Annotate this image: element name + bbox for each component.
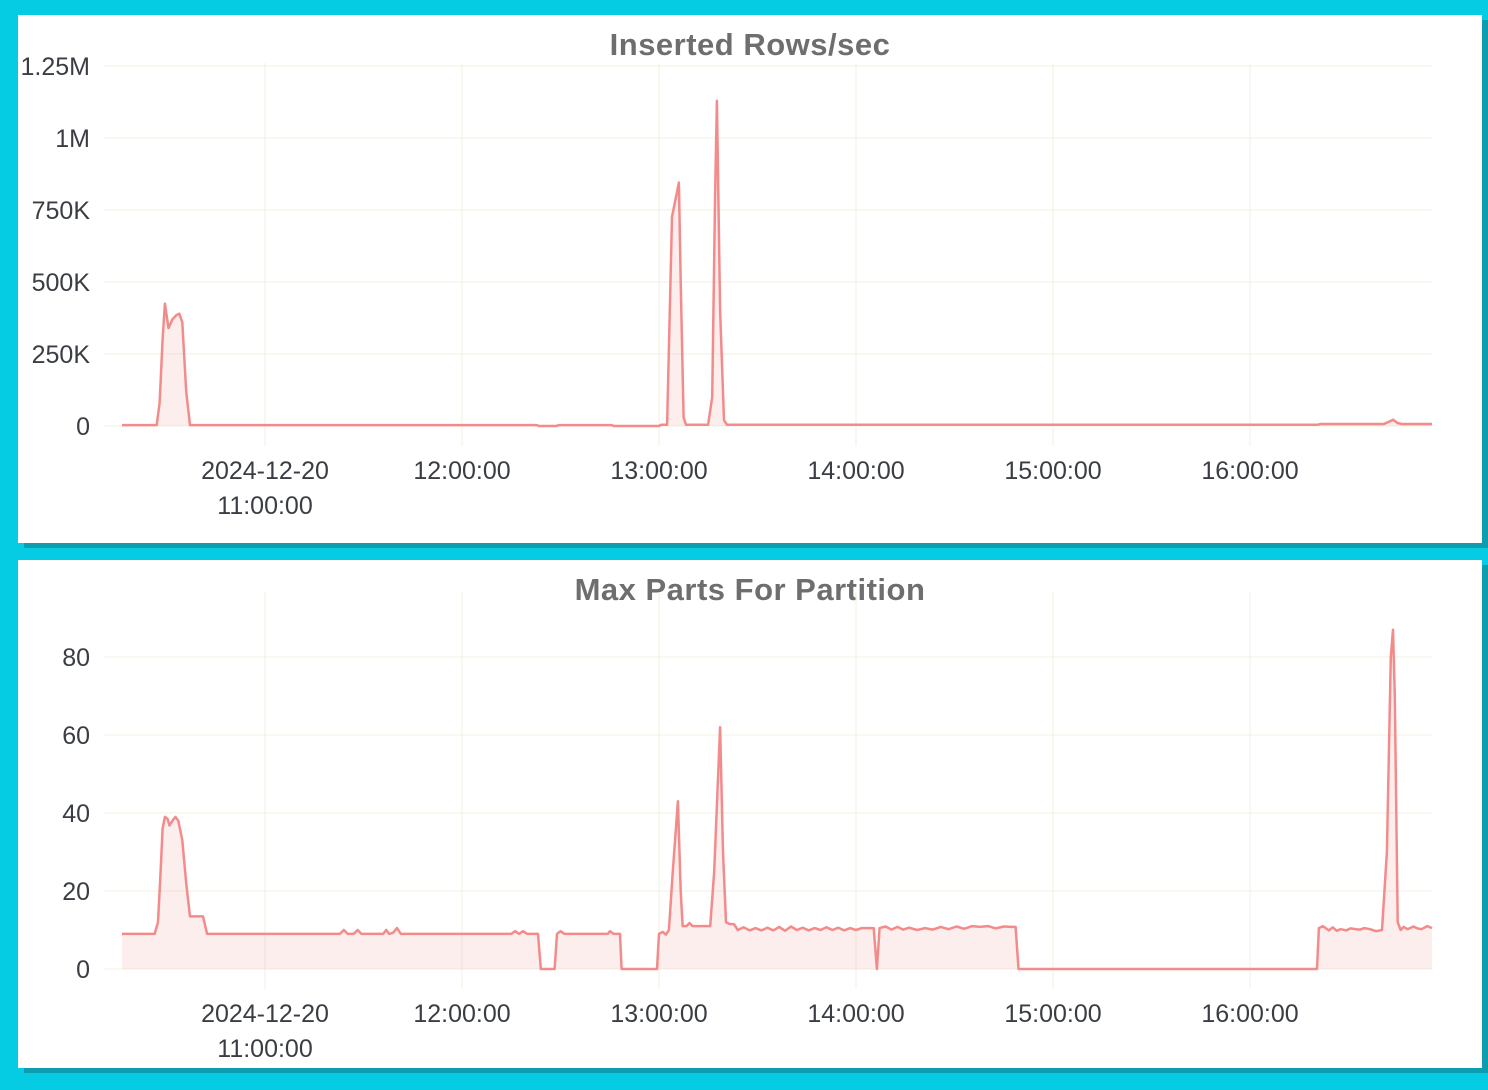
x-tick-label: 11:00:00 (217, 1035, 312, 1063)
x-tick-label: 15:00:00 (1004, 457, 1101, 485)
y-tick-label: 0 (76, 413, 90, 441)
series-area (122, 100, 1432, 427)
x-tick-label: 15:00:00 (1004, 1000, 1101, 1028)
x-tick-label: 2024-12-20 (201, 457, 329, 485)
y-tick-label: 500K (32, 269, 91, 297)
y-tick-label: 20 (62, 878, 90, 906)
inserted-rows-panel: Inserted Rows/sec 2024-12-20 11:00:00 12:0… (18, 15, 1482, 543)
max-parts-chart-title: Max Parts For Partition (574, 572, 926, 607)
y-tick-label: 250K (32, 341, 91, 369)
y-tick-label: 1M (55, 125, 90, 153)
series-area (122, 629, 1432, 969)
x-tick-label: 12:00:00 (413, 457, 510, 485)
max-parts-chart: 2024-12-20 11:00:00 12:00:00 13:00:00 14:00:… (62, 592, 1433, 1063)
x-tick-label: 13:00:00 (610, 1000, 707, 1028)
y-tick-label: 40 (62, 800, 90, 828)
y-tick-label: 750K (32, 197, 91, 225)
inserted-rows-chart-title: Inserted Rows/sec (609, 27, 891, 62)
y-tick-label: 80 (62, 644, 90, 672)
x-tick-label: 14:00:00 (807, 457, 904, 485)
x-tick-label: 2024-12-20 (201, 1000, 329, 1028)
max-parts-panel: Max Parts For Partition 2024-12-20 11:00:… (18, 560, 1482, 1068)
series-line (122, 628, 1433, 971)
series-line (122, 99, 1432, 428)
x-tick-label: 14:00:00 (807, 1000, 904, 1028)
y-tick-label: 60 (62, 722, 90, 750)
y-tick-label: 1.25M (21, 53, 90, 81)
x-tick-label: 12:00:00 (413, 1000, 510, 1028)
y-tick-label: 0 (76, 956, 90, 984)
x-tick-label: 13:00:00 (610, 457, 707, 485)
x-tick-label: 16:00:00 (1201, 457, 1298, 485)
x-tick-label: 11:00:00 (217, 492, 312, 520)
x-tick-label: 16:00:00 (1201, 1000, 1298, 1028)
inserted-rows-chart: 2024-12-20 11:00:00 12:00:00 13:00:00 14:00:… (21, 53, 1432, 520)
